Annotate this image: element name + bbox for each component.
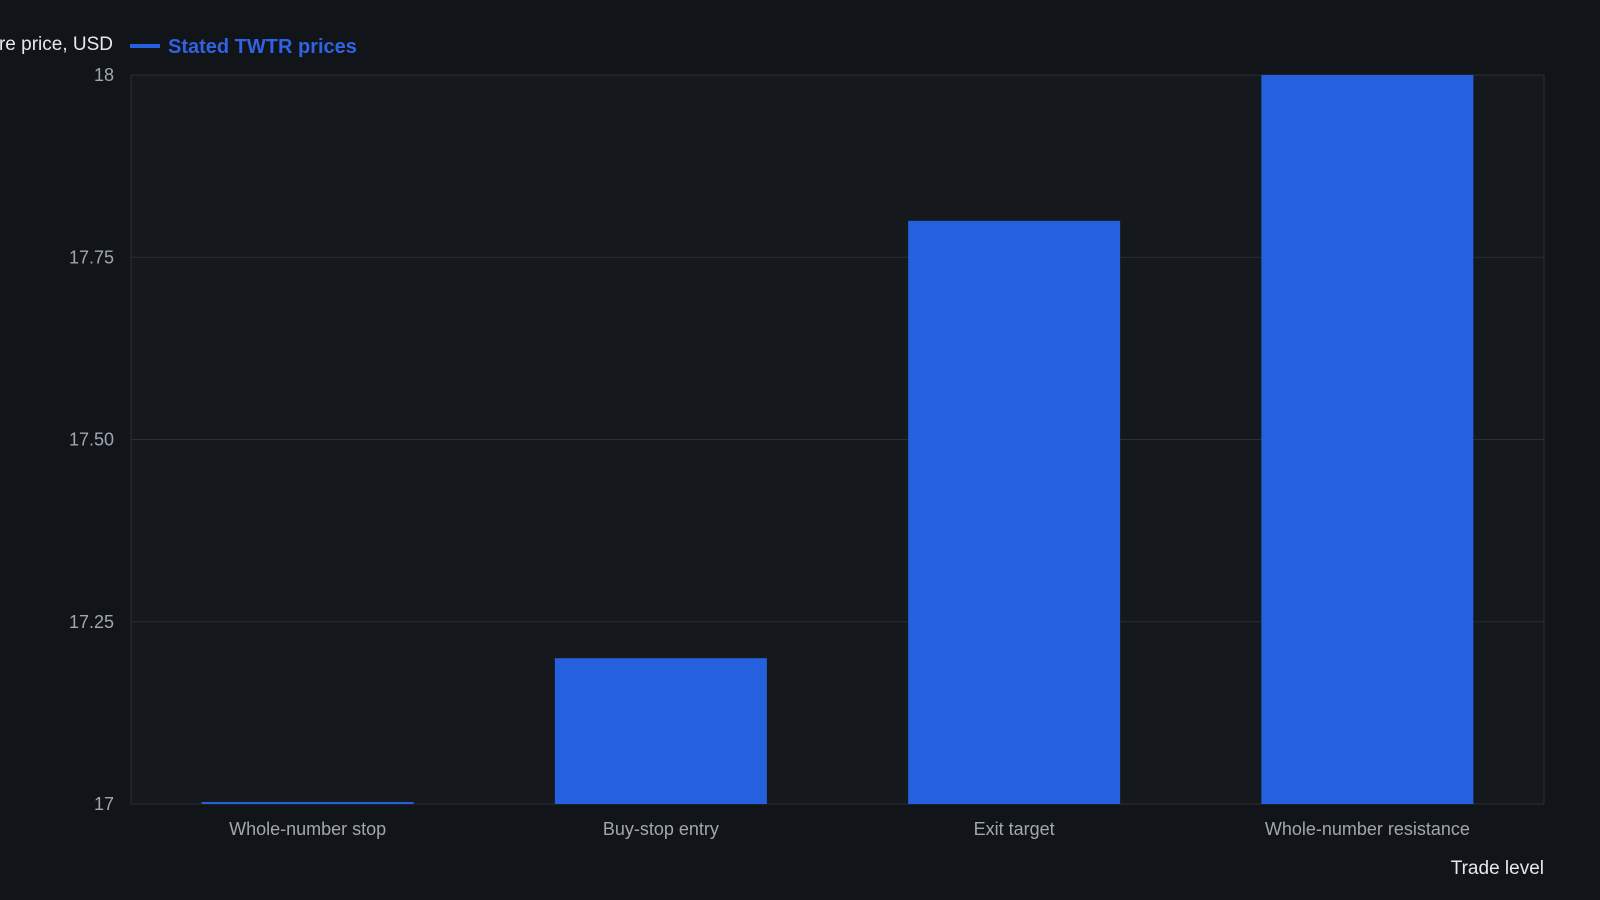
bar[interactable] xyxy=(1261,75,1474,804)
bar[interactable] xyxy=(908,220,1121,805)
x-axis-ticks: Whole-number stop Buy-stop entry Exit targ… xyxy=(229,819,1470,839)
y-tick-label: 17.75 xyxy=(69,247,114,267)
x-tick-label: Buy-stop entry xyxy=(603,819,719,839)
y-tick-label: 17 xyxy=(94,794,114,814)
legend-label[interactable]: Stated TWTR prices xyxy=(168,36,357,58)
y-tick-label: 17.50 xyxy=(69,430,114,450)
y-tick-label: 18 xyxy=(94,65,114,85)
x-axis-title: Trade level xyxy=(1451,858,1544,879)
x-tick-label: Whole-number resistance xyxy=(1265,819,1470,839)
y-axis-ticks: 17 17.25 17.50 17.75 18 xyxy=(69,65,114,814)
y-axis-title: Share price, USD xyxy=(0,34,113,55)
x-tick-label: Whole-number stop xyxy=(229,819,386,839)
x-tick-label: Exit target xyxy=(974,819,1055,839)
bar[interactable] xyxy=(201,802,414,804)
bar[interactable] xyxy=(554,658,767,804)
y-tick-label: 17.25 xyxy=(69,612,114,632)
bars xyxy=(201,75,1474,805)
